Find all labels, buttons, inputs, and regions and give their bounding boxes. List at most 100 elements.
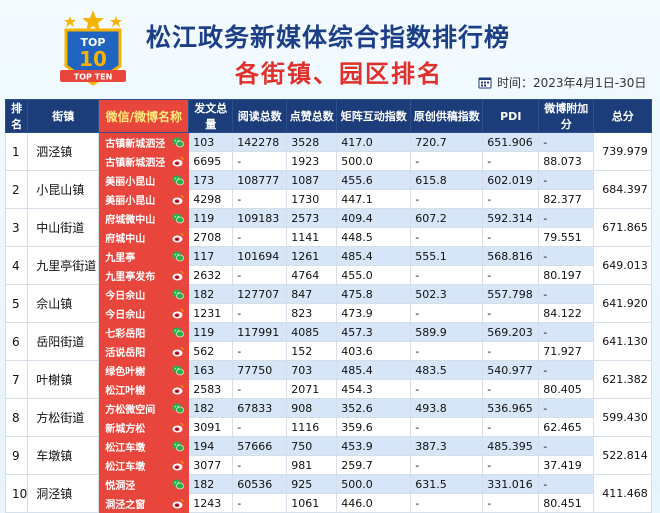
weibo-bonus-cell: - xyxy=(538,398,595,418)
account-name: 方松微空间 xyxy=(105,404,156,416)
account-name-cell: 今日佘山 xyxy=(98,303,190,323)
pdi-cell: 568.816 xyxy=(482,246,540,266)
col-header-matrix-index: 矩阵互动指数 xyxy=(336,99,412,133)
rank-cell: 7 xyxy=(4,360,29,399)
town-cell: 泗泾镇 xyxy=(27,132,100,171)
account-name-cell: 松江叶榭 xyxy=(98,379,190,399)
posts-cell: 117 xyxy=(188,246,234,266)
original-index-cell: - xyxy=(410,227,484,247)
weibo-bonus-cell: 71.927 xyxy=(538,341,595,361)
total-score-cell: 641.920 xyxy=(593,284,653,323)
weibo-icon xyxy=(172,423,184,433)
account-name: 松江车墩 xyxy=(105,461,146,473)
likes-cell: 1923 xyxy=(286,151,338,171)
matrix-index-cell: 417.0 xyxy=(336,132,412,152)
posts-cell: 3077 xyxy=(188,455,234,475)
account-name: 洞泾之窗 xyxy=(105,499,146,511)
col-header-pdi: PDI xyxy=(482,99,540,133)
matrix-index-cell: 485.4 xyxy=(336,246,412,266)
reads-cell: - xyxy=(232,417,288,437)
pdi-cell: - xyxy=(482,227,540,247)
pdi-cell: - xyxy=(482,493,540,513)
matrix-index-cell: 259.7 xyxy=(336,455,412,475)
account-name-cell: 今日佘山 xyxy=(98,284,190,304)
reads-cell: 117991 xyxy=(232,322,288,342)
reads-cell: - xyxy=(232,265,288,285)
posts-cell: 182 xyxy=(188,474,234,494)
original-index-cell: 631.5 xyxy=(410,474,484,494)
reads-cell: 101694 xyxy=(232,246,288,266)
reads-cell: 60536 xyxy=(232,474,288,494)
reads-cell: - xyxy=(232,493,288,513)
wechat-icon xyxy=(172,403,185,414)
posts-cell: 119 xyxy=(188,208,234,228)
table-row: 2 小昆山镇 美丽小昆山 173 108777 1087 455.6 615.8 602.019… xyxy=(4,170,653,209)
rank-cell: 2 xyxy=(4,170,29,209)
reads-cell: 57666 xyxy=(232,436,288,456)
likes-cell: 1141 xyxy=(286,227,338,247)
weibo-bonus-cell: 37.419 xyxy=(538,455,595,475)
table-row: 府城中山 2708-1141 448.5- -79.551 xyxy=(6,227,652,247)
total-score-cell: 599.430 xyxy=(593,398,653,437)
weibo-bonus-cell: 80.451 xyxy=(538,493,595,513)
original-index-cell: - xyxy=(410,303,484,323)
table-row: 4 九里亭街道 九里亭 117 101694 1261 485.4 555.1 568.816-… xyxy=(4,246,653,285)
logo-banner-text: TOP TEN xyxy=(74,73,113,82)
account-name-cell: 活说岳阳 xyxy=(98,341,190,361)
likes-cell: 1061 xyxy=(286,493,338,513)
wechat-icon xyxy=(172,137,185,148)
weibo-bonus-cell: - xyxy=(538,208,595,228)
account-name: 松江车墩 xyxy=(105,442,146,454)
pdi-cell: - xyxy=(482,455,540,475)
likes-cell: 847 xyxy=(286,284,338,304)
posts-cell: 163 xyxy=(188,360,234,380)
original-index-cell: 555.1 xyxy=(410,246,484,266)
account-name-cell: 七彩岳阳 xyxy=(98,322,190,342)
col-header-rank: 排名 xyxy=(4,99,29,133)
original-index-cell: - xyxy=(410,189,484,209)
rank-cell: 5 xyxy=(4,284,29,323)
account-name: 九里亭发布 xyxy=(105,271,156,283)
posts-cell: 173 xyxy=(188,170,234,190)
weibo-bonus-cell: - xyxy=(538,360,595,380)
account-name: 七彩岳阳 xyxy=(105,328,146,340)
wechat-icon xyxy=(172,327,185,338)
total-score-cell: 621.382 xyxy=(593,360,653,399)
account-name-cell: 府城微中山 xyxy=(98,208,190,228)
likes-cell: 908 xyxy=(286,398,338,418)
likes-cell: 4764 xyxy=(286,265,338,285)
town-cell: 小昆山镇 xyxy=(27,170,100,209)
posts-cell: 182 xyxy=(188,284,234,304)
pdi-cell: - xyxy=(482,303,540,323)
likes-cell: 1116 xyxy=(286,417,338,437)
weibo-bonus-cell: - xyxy=(538,132,595,152)
matrix-index-cell: 453.9 xyxy=(336,436,412,456)
posts-cell: 1231 xyxy=(188,303,234,323)
col-header-account-name: 微信/微博名称 xyxy=(98,99,190,133)
table-row: 今日佘山 1231-823 473.9- -84.122 xyxy=(6,303,652,323)
posts-cell: 562 xyxy=(188,341,234,361)
weibo-icon xyxy=(172,461,184,471)
likes-cell: 1087 xyxy=(286,170,338,190)
rank-cell: 8 xyxy=(4,398,29,437)
likes-cell: 823 xyxy=(286,303,338,323)
original-index-cell: 589.9 xyxy=(410,322,484,342)
logo-top-text: TOP xyxy=(81,36,106,49)
posts-cell: 1243 xyxy=(188,493,234,513)
weibo-icon xyxy=(172,195,184,205)
original-index-cell: 502.3 xyxy=(410,284,484,304)
rank-cell: 4 xyxy=(4,246,29,285)
account-name: 活说岳阳 xyxy=(105,347,146,359)
original-index-cell: - xyxy=(410,341,484,361)
col-header-town: 街镇 xyxy=(27,99,100,133)
account-name: 古镇新城泗泾 xyxy=(105,138,166,150)
logo-number: 10 xyxy=(79,47,107,71)
account-name: 府城微中山 xyxy=(105,214,156,226)
weibo-bonus-cell: - xyxy=(538,284,595,304)
weibo-bonus-cell: - xyxy=(538,170,595,190)
account-name-cell: 新城方松 xyxy=(98,417,190,437)
reads-cell: 108777 xyxy=(232,170,288,190)
likes-cell: 2071 xyxy=(286,379,338,399)
page-subtitle: 各街镇、园区排名 xyxy=(235,60,443,88)
